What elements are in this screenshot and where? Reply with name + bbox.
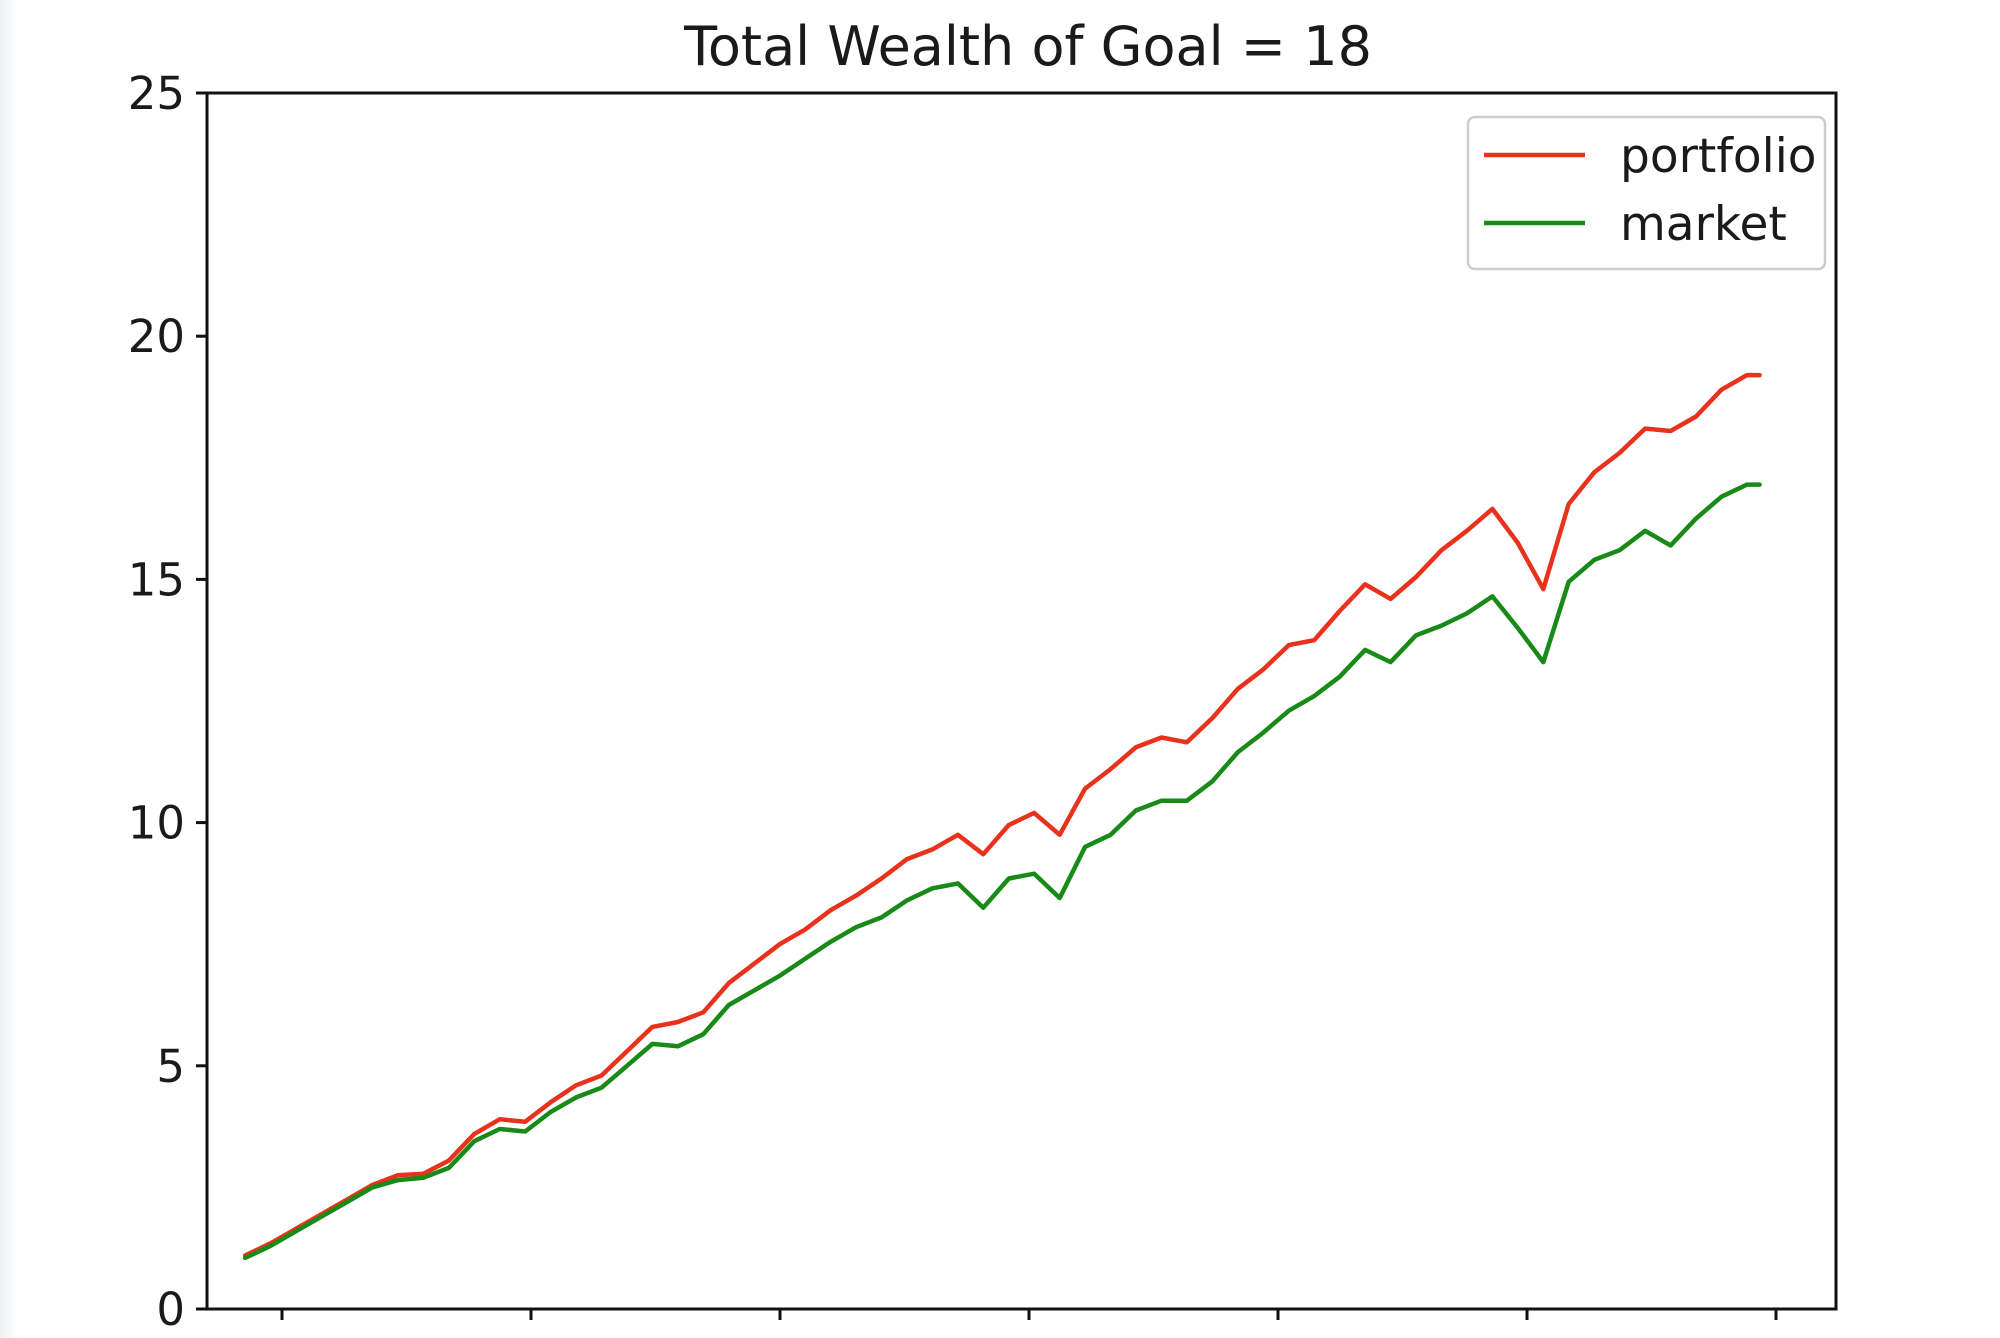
legend: portfolio market [1466,115,1827,271]
y-tick-label: 5 [156,1040,185,1093]
legend-label-market: market [1620,197,1787,252]
y-tick-label: 0 [156,1283,185,1336]
series-line-portfolio [242,372,1762,1258]
legend-label-portfolio: portfolio [1620,129,1817,184]
plot-series [242,372,1762,1261]
plot-frame [205,91,1838,1311]
screenshot-edge-shadow [0,0,18,1338]
y-tick-label: 10 [128,797,185,850]
y-tick-label: 20 [128,310,185,363]
y-axis: 0 5 10 15 20 25 [128,67,207,1336]
y-tick-label: 15 [128,553,185,606]
x-axis [280,1309,1778,1320]
y-tick-label: 25 [128,67,185,120]
chart-title: Total Wealth of Goal = 18 [683,15,1372,78]
series-line-market [242,482,1762,1261]
